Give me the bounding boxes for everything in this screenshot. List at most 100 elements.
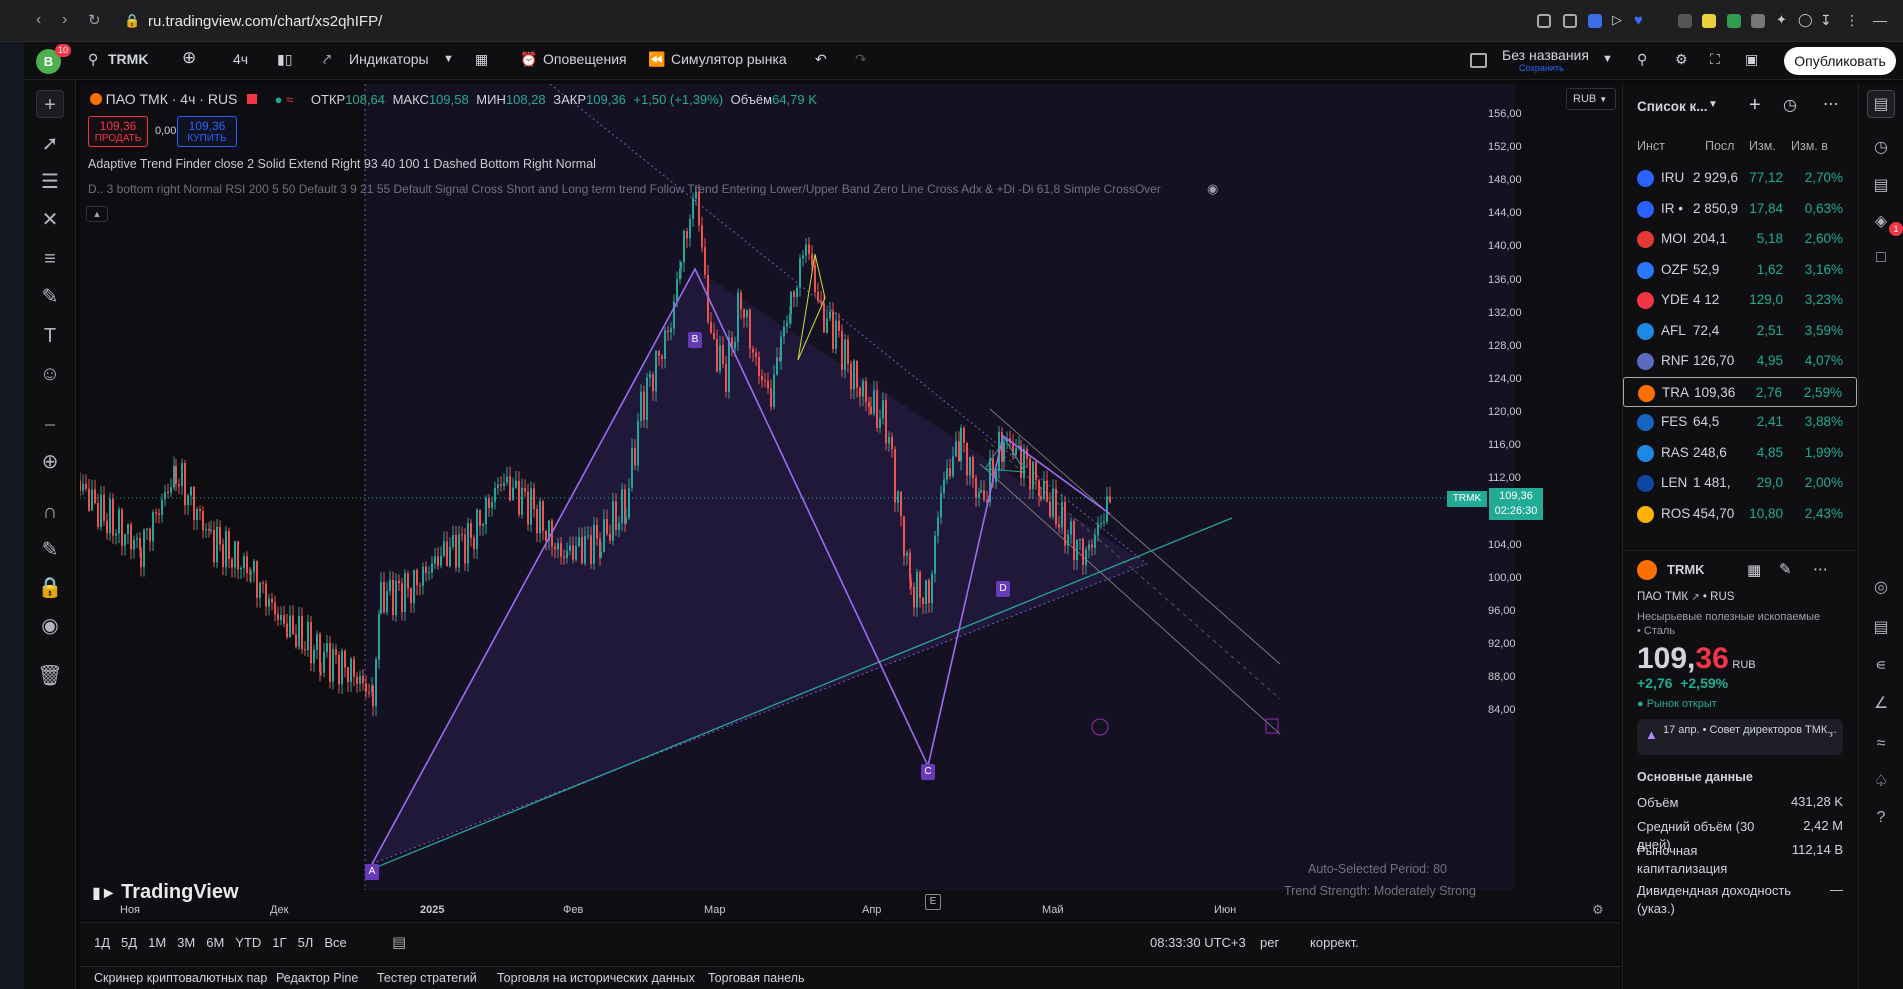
watchlist-row[interactable]: TRA 109,36 2,76 2,59% <box>1623 376 1857 407</box>
fib-retracement-icon[interactable]: ☰ <box>41 171 59 193</box>
session-toggle[interactable]: рег <box>1260 935 1280 950</box>
clock-refresh-icon[interactable]: ◷ <box>1783 97 1797 114</box>
alarm-clock-icon[interactable]: ◷ <box>1874 139 1888 156</box>
chat-icon[interactable]: □ <box>1876 249 1886 266</box>
layout-icon[interactable] <box>1470 53 1487 68</box>
download-icon[interactable]: ↧ <box>1820 12 1832 28</box>
watchlist-row[interactable]: OZF 52,9 1,62 3,16% <box>1623 255 1857 285</box>
redo-icon[interactable]: ↷ <box>855 51 867 67</box>
screenshot-icon[interactable] <box>1563 14 1577 28</box>
brush-icon[interactable]: ✎ <box>41 286 59 308</box>
edit-icon[interactable]: ✎ <box>1779 561 1792 578</box>
details-symbol[interactable]: TRMK <box>1667 562 1705 577</box>
calendar-icon[interactable]: ▤ <box>1873 619 1889 636</box>
clock[interactable]: 08:33:30 UTC+3 <box>1150 935 1246 950</box>
puzzle-icon[interactable]: ✦ <box>1776 12 1787 27</box>
add-symbol-icon[interactable]: + <box>1749 94 1761 116</box>
watchlist-row[interactable]: LEN 1 481, 29,0 2,00% <box>1623 468 1857 498</box>
range-button[interactable]: Все <box>324 935 347 950</box>
watchlist-row[interactable]: FES 64,5 2,41 3,88% <box>1623 407 1857 437</box>
range-button[interactable]: 5Д <box>121 935 138 950</box>
trash-icon[interactable]: 🗑 <box>37 665 63 687</box>
watchlist-column-header[interactable]: Инст <box>1637 139 1665 153</box>
calendar-icon[interactable]: ▤ <box>392 934 407 951</box>
trendline-icon[interactable]: ➚ <box>41 133 59 155</box>
range-button[interactable]: 1Г <box>272 935 287 950</box>
fullscreen-icon[interactable]: ⛶ <box>1710 51 1720 67</box>
event-card[interactable]: ▲ 17 апр. • Совет директоров ТМК... › <box>1637 719 1843 755</box>
range-button[interactable]: 6М <box>206 935 225 950</box>
search-icon[interactable]: ⚲ <box>88 51 99 67</box>
lock-drawings-icon[interactable]: ✎ <box>41 539 59 561</box>
layout-save-hint[interactable]: Сохранить <box>1519 63 1564 73</box>
watchlist-column-header[interactable]: Посл <box>1705 139 1735 153</box>
compare-add-icon[interactable]: ⊕ <box>182 48 197 67</box>
camera-icon[interactable]: ▣ <box>1745 51 1759 67</box>
zoom-icon[interactable]: ⊕ <box>41 451 59 473</box>
more-icon[interactable]: ⋯ <box>1823 96 1839 113</box>
quick-search-icon[interactable]: ⚲ <box>1637 51 1648 67</box>
forward-icon[interactable]: › <box>62 11 68 28</box>
shield-icon[interactable] <box>1588 14 1602 28</box>
layout-name[interactable]: Без названия <box>1502 47 1589 63</box>
indicators-button[interactable]: Индикаторы <box>349 51 429 67</box>
menu-icon[interactable]: ⋮ <box>1845 12 1859 28</box>
chevron-down-icon[interactable]: ▼ <box>1602 53 1613 65</box>
indicator-legend-2[interactable]: D.. 3 bottom right Normal RSI 200 5 50 D… <box>88 182 1163 196</box>
chart-area[interactable]: ПАО ТМК · 4ч · RUS ● ≈ ОТКР108,64 МАКС10… <box>80 84 1620 920</box>
bell-icon[interactable]: ♤ <box>1873 773 1889 790</box>
eye-off-icon[interactable]: ◉ <box>1207 181 1219 196</box>
layers-icon[interactable]: ◈ <box>1874 213 1888 230</box>
news-icon[interactable]: ▤ <box>1873 177 1889 194</box>
watchlist-row[interactable]: AFL 72,4 2,51 3,59% <box>1623 316 1857 346</box>
replay-button[interactable]: Симулятор рынка <box>671 51 787 67</box>
bottom-tab[interactable]: Тестер стратегий <box>377 971 477 985</box>
range-button[interactable]: 3М <box>177 935 196 950</box>
target-icon[interactable]: ◎ <box>1874 579 1888 596</box>
extension-icon[interactable] <box>1702 14 1716 28</box>
chart-canvas[interactable] <box>80 84 1620 920</box>
watchlist-row[interactable]: RNF 126,70 4,95 4,07% <box>1623 346 1857 376</box>
flag-icon[interactable] <box>247 94 258 104</box>
scale-icon[interactable]: ∊ <box>1875 657 1887 674</box>
adjust-toggle[interactable]: коррект. <box>1310 935 1359 950</box>
chevron-down-icon[interactable]: ▼ <box>443 53 454 65</box>
minimize-icon[interactable]: — <box>1873 12 1887 28</box>
pattern-point-label[interactable]: B <box>688 332 702 348</box>
watchlist-row[interactable]: YDE 4 12 129,0 3,23% <box>1623 285 1857 315</box>
candles-icon[interactable]: ▮▯ <box>277 51 293 67</box>
ruler-icon[interactable]: ⎯ <box>45 413 55 435</box>
watchlist-row[interactable]: ROS 454,70 10,80 2,43% <box>1623 499 1857 529</box>
pattern-point-label[interactable]: C <box>921 764 935 780</box>
magnet-icon[interactable]: ∩ <box>42 501 58 523</box>
chevron-down-icon[interactable]: ▼ <box>1708 99 1718 110</box>
details-company[interactable]: ПАО ТМК ↗ • RUS <box>1637 591 1735 603</box>
chart-icon[interactable]: ∠ <box>1873 695 1889 712</box>
more-icon[interactable]: ⋯ <box>1813 561 1828 578</box>
sell-button[interactable]: 109,36 ПРОДАТЬ <box>88 116 148 147</box>
reload-icon[interactable]: ↻ <box>88 12 101 29</box>
range-button[interactable]: 1Д <box>94 935 111 950</box>
indicator-legend-1[interactable]: Adaptive Trend Finder close 2 Solid Exte… <box>88 157 596 171</box>
emoji-icon[interactable]: ☺ <box>39 363 61 385</box>
crosshair-icon[interactable]: + <box>36 90 64 118</box>
watchlist-column-header[interactable]: Изм. <box>1749 139 1776 153</box>
earnings-marker[interactable]: E <box>925 894 941 910</box>
chart-title[interactable]: ПАО ТМК · 4ч · RUS <box>105 91 238 107</box>
back-icon[interactable]: ‹ <box>36 11 42 28</box>
axis-settings-icon[interactable]: ⚙ <box>1592 902 1604 917</box>
text-icon[interactable]: T <box>43 325 57 347</box>
external-link-icon[interactable]: ↗ <box>1691 592 1700 603</box>
prediction-icon[interactable]: ≡ <box>44 248 56 270</box>
collapse-legend-icon[interactable]: ▲ <box>86 206 108 222</box>
lock-icon[interactable]: 🔒 <box>37 577 63 599</box>
pattern-point-label[interactable]: A <box>365 864 379 880</box>
templates-icon[interactable]: ▦ <box>475 51 489 67</box>
range-button[interactable]: 1М <box>148 935 167 950</box>
symbol-search[interactable]: TRMK <box>108 51 149 67</box>
watchlist-row[interactable]: RAS 248,6 4,85 1,99% <box>1623 438 1857 468</box>
publish-button[interactable]: Опубликовать <box>1784 47 1896 75</box>
alerts-button[interactable]: Оповещения <box>543 51 627 67</box>
extension-icon[interactable] <box>1678 14 1692 28</box>
stream-icon[interactable]: ≈ <box>1876 735 1886 752</box>
